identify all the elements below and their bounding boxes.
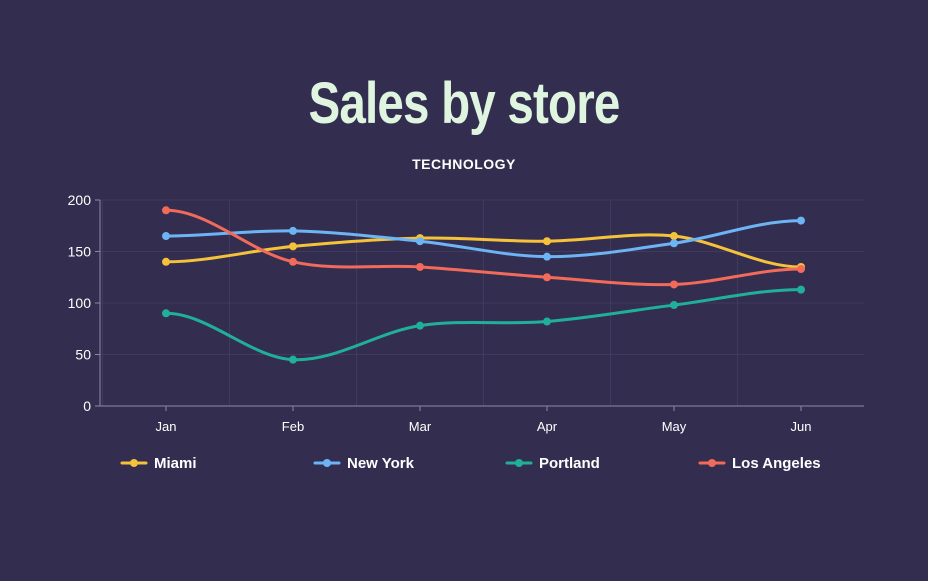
data-point-new-york	[543, 252, 551, 261]
y-tick-label: 200	[68, 192, 92, 208]
y-tick-label: 50	[75, 347, 91, 363]
data-point-portland	[543, 317, 551, 326]
legend-label: Portland	[539, 454, 600, 472]
series-line-portland	[164, 288, 803, 362]
legend-item-new-york[interactable]: New York	[313, 450, 414, 476]
legend-swatch-portland	[505, 459, 533, 467]
data-point-portland	[797, 285, 805, 294]
line-chart: 0 50 100 150 200 Jan Feb Mar Apr May Jun	[68, 192, 864, 434]
data-point-miami	[162, 257, 170, 266]
data-point-los-angeles	[670, 280, 678, 289]
x-tick-label: Jun	[791, 419, 812, 434]
data-point-los-angeles	[162, 206, 170, 215]
x-tick-label: Feb	[282, 419, 304, 434]
legend-item-miami[interactable]: Miami	[120, 450, 197, 476]
legend-label: New York	[347, 454, 414, 472]
data-point-new-york	[289, 226, 297, 235]
data-point-new-york	[416, 237, 424, 246]
chart-title: Sales by store	[308, 71, 620, 136]
data-point-los-angeles	[543, 273, 551, 282]
data-point-portland	[670, 301, 678, 310]
y-tick-label: 150	[68, 244, 92, 260]
legend-item-los-angeles[interactable]: Los Angeles	[698, 450, 821, 476]
y-tick-label: 0	[83, 398, 91, 414]
data-point-new-york	[670, 239, 678, 248]
series-line-los-angeles	[164, 208, 803, 287]
data-point-miami	[289, 242, 297, 251]
legend-item-portland[interactable]: Portland	[505, 450, 600, 476]
x-tick-label: Mar	[409, 419, 432, 434]
chart-legend: Miami New York Portland Los Angeles	[0, 450, 928, 476]
data-point-new-york	[162, 232, 170, 241]
data-point-los-angeles	[289, 257, 297, 266]
legend-label: Los Angeles	[732, 454, 821, 472]
legend-swatch-new-york	[313, 459, 341, 467]
legend-swatch-los-angeles	[698, 459, 726, 467]
data-point-portland	[162, 309, 170, 318]
series-line-miami	[164, 233, 803, 269]
data-point-portland	[416, 321, 424, 330]
legend-label: Miami	[154, 454, 197, 472]
legend-swatch-miami	[120, 459, 148, 467]
data-point-miami	[543, 237, 551, 246]
chart-subtitle: TECHNOLOGY	[412, 156, 516, 172]
x-tick-label: Jan	[156, 419, 177, 434]
data-point-miami	[670, 232, 678, 241]
series-line-new-york	[164, 219, 803, 259]
data-point-portland	[289, 355, 297, 364]
data-point-new-york	[797, 216, 805, 225]
data-point-los-angeles	[797, 265, 805, 274]
y-tick-label: 100	[68, 295, 92, 311]
x-tick-label: Apr	[537, 419, 558, 434]
x-tick-label: May	[662, 419, 687, 434]
data-point-los-angeles	[416, 262, 424, 271]
